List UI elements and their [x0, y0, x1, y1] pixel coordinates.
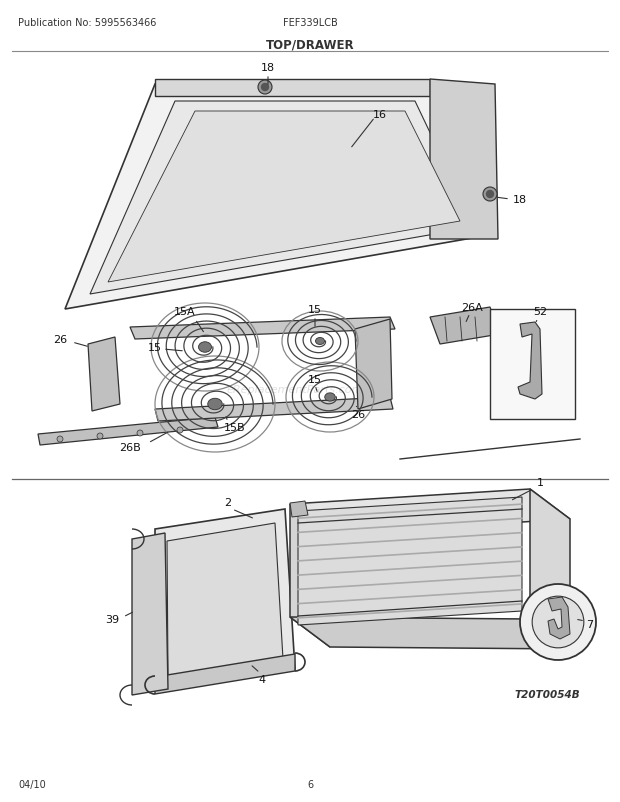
Text: T20T0054B: T20T0054B: [515, 689, 580, 699]
Text: 15B: 15B: [224, 423, 246, 432]
Polygon shape: [530, 489, 570, 649]
Polygon shape: [108, 111, 460, 282]
Text: 7: 7: [587, 619, 593, 630]
Text: 15: 15: [308, 305, 322, 314]
Polygon shape: [155, 654, 295, 695]
Polygon shape: [88, 338, 120, 411]
Text: 26: 26: [53, 334, 67, 345]
Polygon shape: [90, 102, 475, 294]
Text: 4: 4: [259, 674, 265, 684]
Polygon shape: [290, 501, 308, 517]
Circle shape: [177, 427, 183, 433]
Text: 1: 1: [536, 477, 544, 488]
Circle shape: [532, 597, 584, 648]
Polygon shape: [65, 85, 495, 310]
Text: 2: 2: [224, 497, 231, 508]
Text: 18: 18: [513, 195, 527, 205]
Circle shape: [487, 191, 494, 198]
Text: 39: 39: [105, 614, 119, 624]
Text: 26A: 26A: [461, 302, 483, 313]
Text: 26B: 26B: [119, 443, 141, 452]
Text: 16: 16: [373, 110, 387, 119]
Polygon shape: [290, 504, 330, 647]
Ellipse shape: [208, 399, 222, 411]
Polygon shape: [155, 80, 430, 97]
Ellipse shape: [325, 394, 335, 402]
Text: 15: 15: [148, 342, 162, 353]
Circle shape: [57, 436, 63, 443]
Polygon shape: [430, 308, 500, 345]
Ellipse shape: [316, 338, 324, 345]
Circle shape: [97, 433, 103, 439]
Polygon shape: [290, 618, 570, 649]
Polygon shape: [290, 489, 570, 534]
Circle shape: [262, 84, 268, 91]
Text: 15: 15: [308, 375, 322, 384]
Polygon shape: [518, 322, 542, 399]
Text: FEF339LCB: FEF339LCB: [283, 18, 337, 28]
Polygon shape: [490, 310, 575, 419]
Circle shape: [483, 188, 497, 202]
Ellipse shape: [198, 342, 211, 353]
Polygon shape: [298, 497, 522, 626]
Polygon shape: [430, 80, 498, 240]
Text: 52: 52: [533, 306, 547, 317]
Polygon shape: [548, 597, 570, 639]
Text: 18: 18: [261, 63, 275, 73]
Text: 04/10: 04/10: [18, 779, 46, 789]
Text: Publication No: 5995563466: Publication No: 5995563466: [18, 18, 156, 28]
Polygon shape: [155, 398, 393, 422]
Polygon shape: [132, 533, 168, 695]
Text: 15A: 15A: [174, 306, 196, 317]
Text: 6: 6: [307, 779, 313, 789]
Polygon shape: [167, 524, 283, 677]
Circle shape: [520, 585, 596, 660]
Polygon shape: [355, 320, 392, 410]
Circle shape: [137, 431, 143, 436]
Polygon shape: [155, 509, 295, 689]
Circle shape: [258, 81, 272, 95]
Text: eReplacementParts.com: eReplacementParts.com: [227, 384, 363, 395]
Text: TOP/DRAWER: TOP/DRAWER: [266, 38, 354, 51]
Text: 26: 26: [351, 410, 365, 419]
Polygon shape: [130, 318, 395, 339]
Polygon shape: [38, 418, 218, 445]
